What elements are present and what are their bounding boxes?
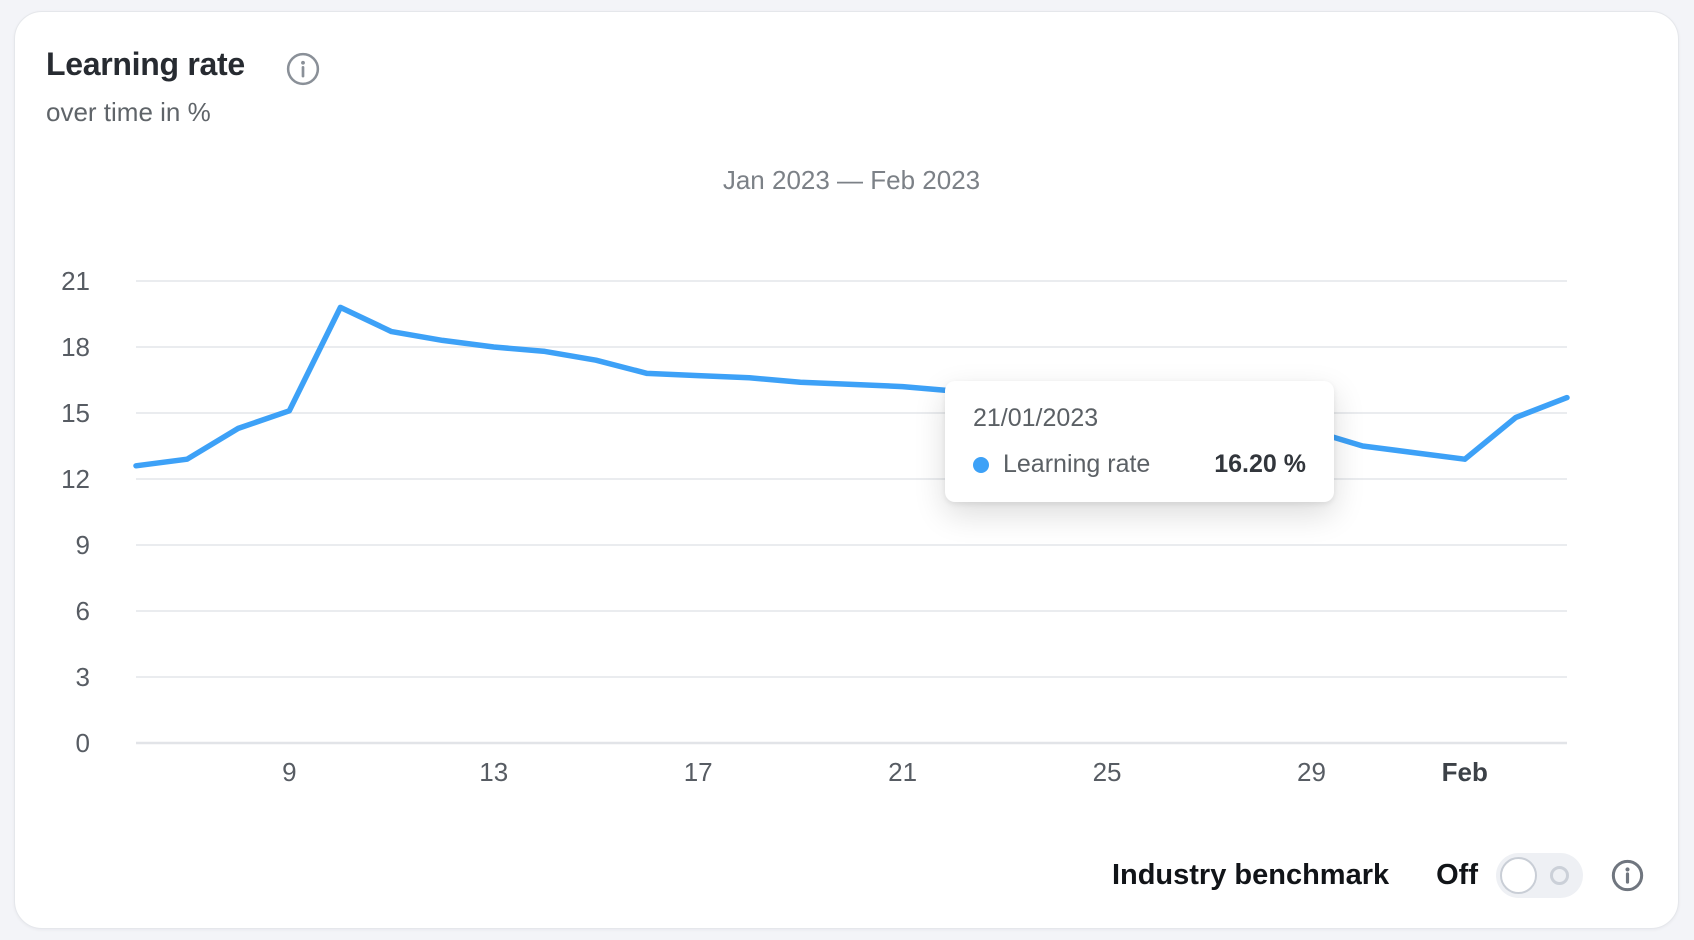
series-dot-icon	[973, 456, 989, 473]
benchmark-controls: Industry benchmark Off	[1112, 853, 1644, 898]
x-axis-label: 17	[684, 757, 713, 787]
info-icon[interactable]	[1611, 859, 1644, 892]
x-axis-label: 9	[282, 757, 296, 787]
y-axis-label: 18	[61, 332, 90, 362]
x-axis-label: Feb	[1442, 757, 1488, 787]
chart-subtitle: over time in %	[46, 97, 211, 127]
info-icon[interactable]	[286, 52, 320, 86]
x-axis-label: 21	[888, 757, 917, 787]
x-axis-label: 25	[1093, 757, 1122, 787]
y-axis-label: 21	[61, 266, 90, 296]
tooltip-series-label: Learning rate	[1003, 450, 1151, 478]
y-axis-label: 15	[61, 398, 90, 428]
tooltip-value: 16.20 %	[1214, 450, 1306, 478]
benchmark-state-label: Off	[1436, 859, 1478, 891]
chart-tooltip: 21/01/2023 Learning rate 16.20 %	[945, 381, 1334, 502]
chart-card	[14, 11, 1679, 929]
y-axis-label: 12	[61, 464, 90, 494]
learning-rate-line[interactable]	[133, 304, 1570, 469]
toggle-knob[interactable]	[1500, 857, 1537, 894]
x-axis-label: 13	[479, 757, 508, 787]
y-axis-label: 3	[76, 662, 90, 692]
date-range-label: Jan 2023 — Feb 2023	[722, 165, 981, 195]
y-axis-label: 9	[76, 530, 90, 560]
toggle-off-indicator	[1550, 866, 1569, 885]
x-axis-label: 29	[1297, 757, 1326, 787]
page-title: Learning rate	[46, 46, 245, 82]
y-axis-label: 6	[76, 596, 90, 626]
y-axis-label: 0	[76, 728, 90, 758]
industry-benchmark-label: Industry benchmark	[1111, 859, 1390, 891]
tooltip-row: Learning rate 16.20 %	[973, 450, 1306, 479]
tooltip-date: 21/01/2023	[973, 404, 1099, 432]
industry-benchmark-toggle[interactable]	[1496, 853, 1583, 898]
